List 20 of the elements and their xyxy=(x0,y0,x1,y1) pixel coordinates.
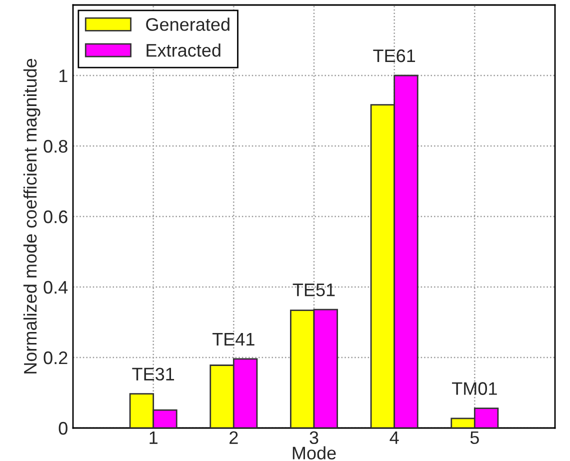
y-tick-label: 0.6 xyxy=(44,210,68,224)
annotation: TE31 xyxy=(132,368,174,381)
y-axis-title: Normalized mode coefficient magnitude xyxy=(23,58,40,374)
annotation: TM01 xyxy=(452,382,497,395)
annotation: TE51 xyxy=(292,284,335,296)
x-tick-label: 2 xyxy=(230,431,238,444)
annotation: TE41 xyxy=(212,333,254,346)
y-tick-label: 0.4 xyxy=(44,280,68,294)
x-tick-label: 1 xyxy=(150,431,158,444)
x-axis-title: Mode xyxy=(292,446,336,460)
y-tick-label: 1 xyxy=(59,70,68,82)
y-tick-label: 0 xyxy=(58,422,68,435)
y-tick-label: 0.2 xyxy=(44,351,68,364)
annotation: TE61 xyxy=(373,49,416,62)
legend-label: Generated xyxy=(146,18,230,31)
x-tick-label: 4 xyxy=(390,431,399,444)
y-tick-label: 0.8 xyxy=(44,140,68,153)
x-tick-label: 5 xyxy=(470,431,479,444)
x-tick-label: 3 xyxy=(310,431,318,444)
legend-label: Extracted xyxy=(146,44,220,57)
